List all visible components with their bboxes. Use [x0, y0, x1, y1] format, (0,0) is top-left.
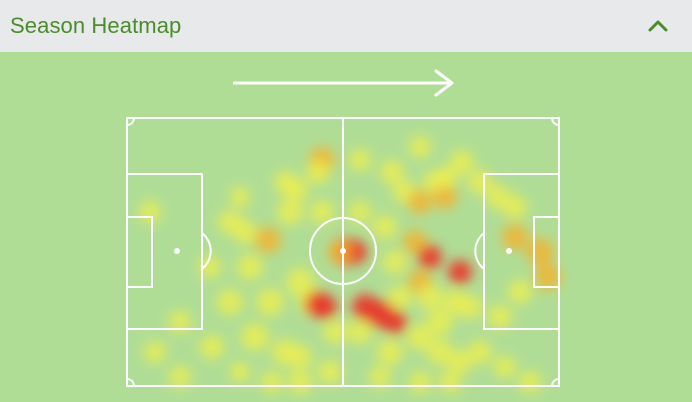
heat-blob — [199, 256, 221, 278]
heat-blob — [427, 309, 453, 335]
heat-blob — [380, 160, 404, 184]
section-header[interactable]: Season Heatmap — [0, 0, 692, 52]
heat-blob — [230, 362, 250, 382]
heat-blob — [439, 371, 461, 393]
heat-blob — [448, 350, 472, 374]
chevron-up-icon — [648, 20, 668, 32]
heat-blob — [417, 284, 443, 310]
heat-blob — [427, 339, 453, 365]
heat-blob — [373, 215, 397, 239]
heat-blob — [230, 187, 250, 207]
heat-blob — [306, 160, 330, 184]
heat-blob — [407, 324, 433, 350]
heat-blob — [144, 341, 166, 363]
heat-blob — [468, 170, 492, 194]
heat-blob — [169, 366, 191, 388]
heat-blob — [408, 190, 432, 214]
pitch-markings — [126, 117, 560, 387]
heat-blob — [288, 345, 312, 369]
heat-blob — [468, 340, 492, 364]
heat-blob — [288, 370, 312, 394]
heat-blob — [450, 150, 474, 174]
heat-blob — [383, 310, 407, 334]
heat-blob — [488, 305, 512, 329]
heat-blob — [409, 136, 431, 158]
heatmap-pitch — [126, 69, 561, 394]
heat-blob — [348, 320, 372, 344]
heat-blob — [218, 210, 242, 234]
heat-blob — [139, 201, 161, 223]
heat-blob — [494, 356, 516, 378]
heat-blob — [261, 371, 283, 393]
arrow-right-icon — [233, 69, 454, 97]
heat-blob — [241, 323, 269, 351]
heat-blob — [502, 224, 528, 250]
heat-blob — [448, 260, 472, 284]
heat-blob — [255, 227, 281, 253]
heat-blob — [256, 288, 284, 316]
heat-blob — [349, 149, 371, 171]
heat-blob — [217, 289, 243, 315]
heat-blob — [388, 285, 412, 309]
heat-blob — [377, 339, 403, 365]
heatmap-panel — [0, 52, 692, 402]
pitch-spots — [174, 248, 512, 254]
section-title: Season Heatmap — [10, 13, 182, 38]
heat-blob — [383, 250, 407, 274]
heat-blob — [328, 240, 352, 264]
heat-blob — [274, 171, 296, 193]
heat-blob — [526, 238, 554, 266]
heat-blob — [535, 264, 561, 290]
heat-blob — [310, 200, 334, 224]
heat-blob — [323, 320, 347, 344]
heat-blob — [433, 185, 457, 209]
heat-blob — [318, 360, 342, 384]
heat-blob — [369, 366, 391, 388]
heat-blob — [458, 295, 482, 319]
heat-blob — [409, 371, 431, 393]
heat-blob — [508, 280, 532, 304]
heat-blob — [169, 311, 191, 333]
heat-blob — [436, 166, 458, 188]
collapse-button[interactable] — [640, 8, 676, 44]
heat-blob — [237, 254, 263, 280]
heat-blob — [403, 230, 427, 254]
heat-blob — [349, 201, 371, 223]
heat-blob — [200, 335, 224, 359]
heatmap-layer — [139, 136, 561, 394]
heat-blob — [519, 371, 541, 393]
heat-blob — [503, 195, 527, 219]
heat-blob — [313, 295, 337, 319]
heat-blob — [418, 245, 442, 269]
heat-blob — [277, 199, 303, 225]
